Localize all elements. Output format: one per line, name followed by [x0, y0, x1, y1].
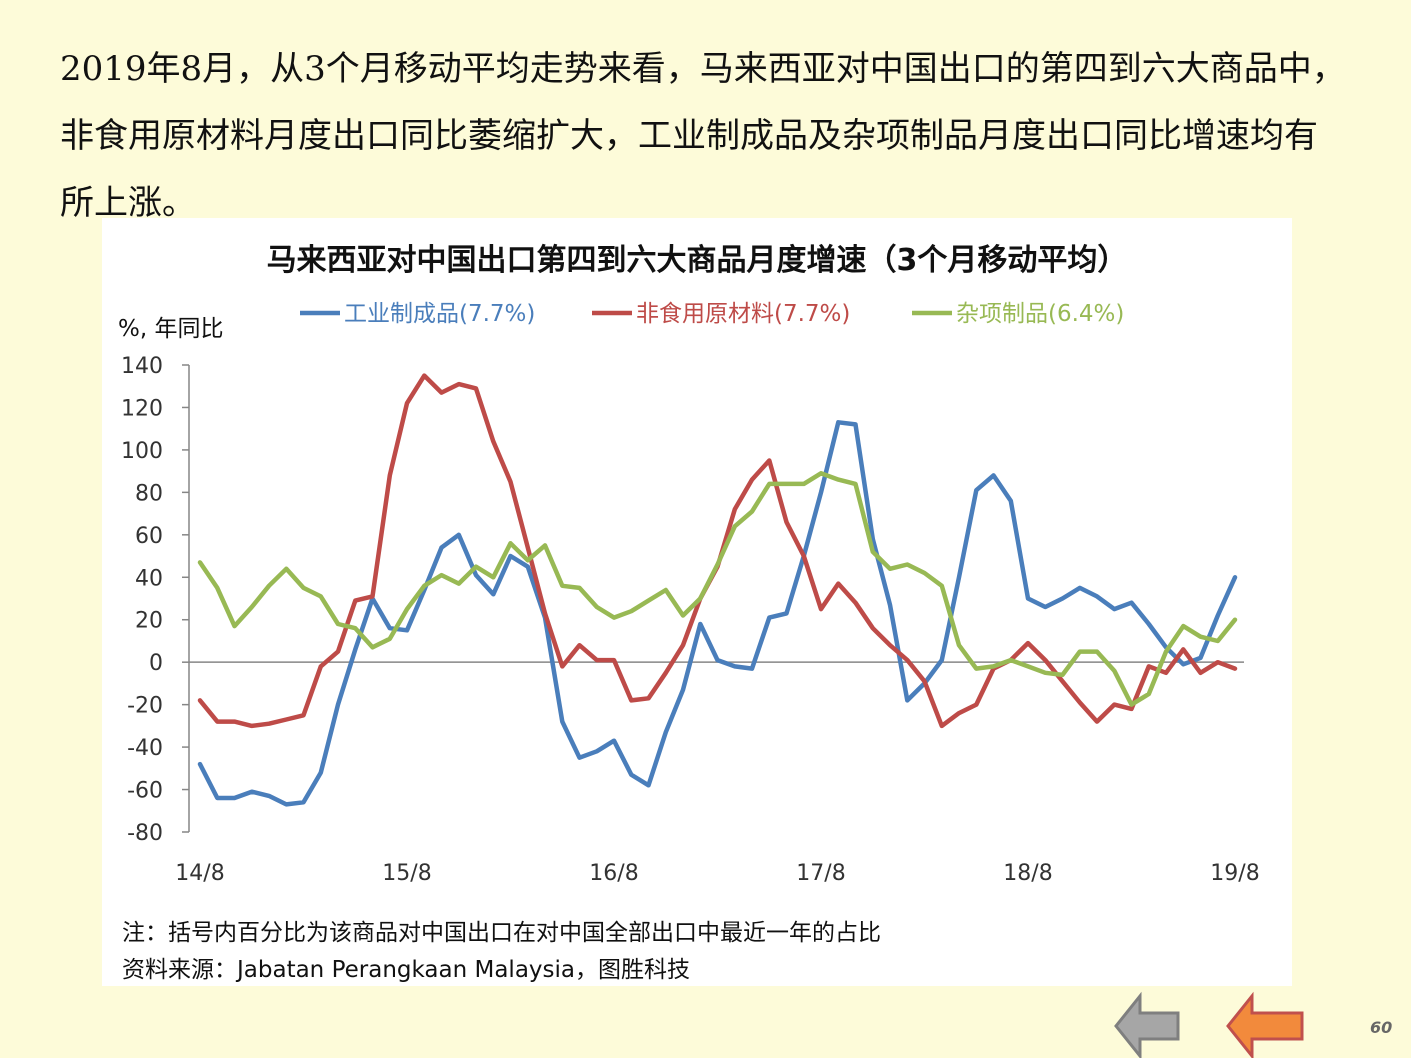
y-tick-label: 100 — [121, 439, 163, 464]
y-tick-label: -80 — [127, 821, 163, 846]
left-arrow-orange-icon[interactable] — [1226, 991, 1304, 1058]
series-line-0 — [197, 420, 1238, 807]
x-tick-label: 14/8 — [175, 861, 224, 886]
y-tick-label: 120 — [121, 396, 163, 421]
chart-series — [197, 373, 1238, 807]
y-tick-label: 40 — [135, 566, 163, 591]
y-tick-label: 0 — [149, 651, 163, 676]
legend-label: 工业制成品(7.7%) — [344, 301, 535, 327]
legend-label: 杂项制品(6.4%) — [956, 301, 1124, 327]
legend-label: 非食用原材料(7.7%) — [636, 301, 850, 327]
y-tick-label: -20 — [127, 694, 163, 719]
x-tick-label: 15/8 — [382, 861, 431, 886]
y-tick-label: 60 — [135, 524, 163, 549]
intro-paragraph: 2019年8月，从3个月移动平均走势来看，马来西亚对中国出口的第四到六大商品中，… — [60, 49, 1346, 223]
y-tick-label: 20 — [135, 609, 163, 634]
chart-panel: 马来西亚对中国出口第四到六大商品月度增速（3个月移动平均） 工业制成品(7.7%… — [102, 218, 1292, 986]
series-line-2 — [197, 471, 1238, 707]
y-tick-label: 140 — [121, 354, 163, 379]
chart-axes: -80 -60 -40 -20 0 20 40 60 80 100 120 140 14/8 15/8 16… — [121, 354, 1260, 886]
chart-note: 注：括号内百分比为该商品对中国出口在对中国全部出口中最近一年的占比 — [122, 920, 881, 946]
series-line-1 — [197, 373, 1238, 729]
x-tick-label: 18/8 — [1003, 861, 1052, 886]
x-tick-label: 19/8 — [1210, 861, 1259, 886]
chart-legend: 工业制成品(7.7%) 非食用原材料(7.7%) 杂项制品(6.4%) — [300, 301, 1124, 327]
page-number: 60 — [1370, 1018, 1393, 1037]
y-tick-label: -40 — [127, 736, 163, 761]
x-tick-label: 17/8 — [796, 861, 845, 886]
chart-title: 马来西亚对中国出口第四到六大商品月度增速（3个月移动平均） — [267, 243, 1128, 278]
left-arrow-gray-icon[interactable] — [1114, 991, 1180, 1058]
y-tick-label: -60 — [127, 779, 163, 804]
x-tick-label: 16/8 — [589, 861, 638, 886]
y-tick-label: 80 — [135, 481, 163, 506]
line-chart: 马来西亚对中国出口第四到六大商品月度增速（3个月移动平均） 工业制成品(7.7%… — [118, 243, 1260, 983]
chart-source: 资料来源：Jabatan Perangkaan Malaysia，图胜科技 — [122, 957, 690, 983]
y-axis-label: %, 年同比 — [118, 316, 223, 342]
